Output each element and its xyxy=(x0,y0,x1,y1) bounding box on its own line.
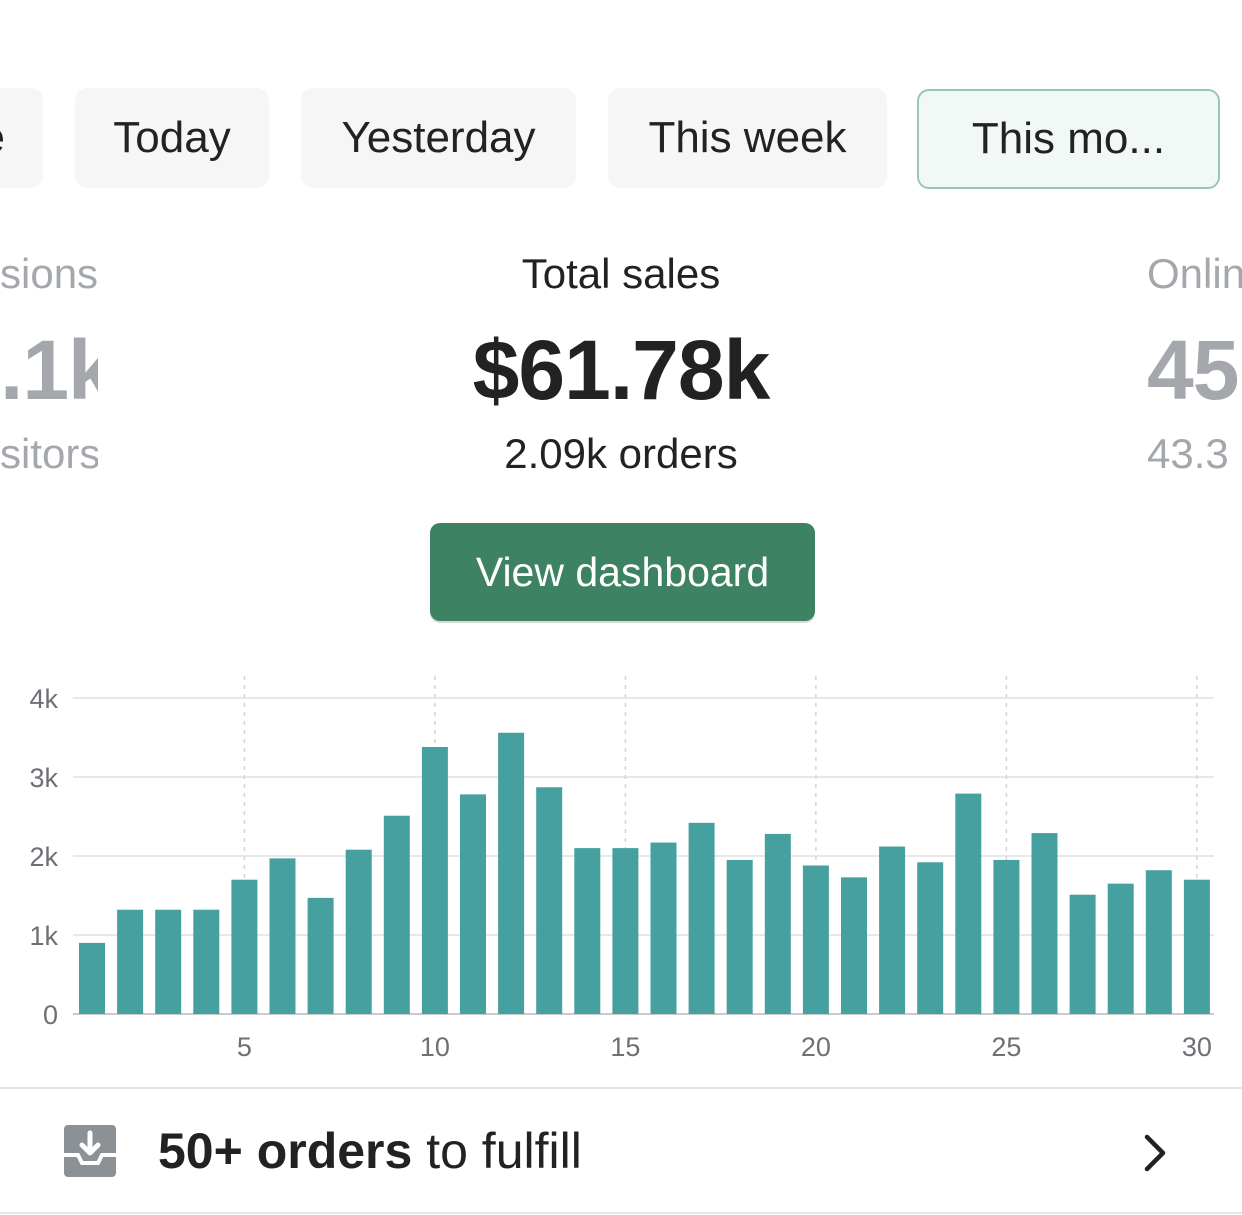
tab-label: Yesterday xyxy=(341,113,536,162)
total-sales-label: Total sales xyxy=(521,250,721,297)
x-axis-labels: 5 10 15 20 25 30 xyxy=(237,1032,1212,1062)
divider-bottom xyxy=(0,1212,1242,1214)
y-tick-label: 2k xyxy=(29,842,58,872)
bar-day-25 xyxy=(993,859,1020,1014)
bar-day-14 xyxy=(574,848,601,1014)
bar-day-5 xyxy=(231,879,258,1014)
x-tick-label: 30 xyxy=(1182,1032,1212,1062)
bar-day-23 xyxy=(917,862,944,1014)
bar-day-29 xyxy=(1145,870,1172,1014)
bar-day-17 xyxy=(688,822,715,1014)
bar-day-21 xyxy=(841,877,867,1014)
total-sales-value: $61.78k xyxy=(472,323,771,417)
bar-day-9 xyxy=(383,815,410,1014)
tab-label: This week xyxy=(648,113,847,162)
bar-day-24 xyxy=(955,793,982,1014)
y-tick-label: 0 xyxy=(43,1000,58,1030)
tab-yesterday[interactable]: Yesterday xyxy=(301,88,576,188)
orders-count: 2.09k orders xyxy=(504,430,738,477)
bar-day-27 xyxy=(1069,894,1096,1014)
bar-day-11 xyxy=(460,794,486,1014)
bar-day-7 xyxy=(307,897,334,1014)
inbox-download-icon xyxy=(64,1125,116,1177)
x-tick-label: 15 xyxy=(610,1032,640,1062)
bar-day-22 xyxy=(879,846,906,1014)
bar-day-2 xyxy=(117,909,144,1014)
bar-day-6 xyxy=(269,858,296,1014)
bar-day-13 xyxy=(536,787,563,1014)
bar-day-26 xyxy=(1031,833,1058,1014)
orders-to-fulfill-rest: to fulfill xyxy=(412,1123,582,1179)
tab-label: This mo... xyxy=(971,114,1166,163)
x-tick-label: 25 xyxy=(991,1032,1021,1062)
tab-label: e xyxy=(0,113,5,163)
view-dashboard-button[interactable]: View dashboard xyxy=(430,523,815,621)
bar-day-19 xyxy=(764,833,791,1014)
online-store-value: 45 xyxy=(1147,323,1239,417)
orders-to-fulfill-row[interactable]: 50+ orders to fulfill xyxy=(0,1089,1242,1212)
bar-day-10 xyxy=(421,746,448,1014)
bar-day-18 xyxy=(726,859,753,1014)
bar-day-4 xyxy=(193,909,220,1014)
tab-previous-partial[interactable]: e xyxy=(0,88,43,188)
online-store-sub: 43.3 xyxy=(1147,430,1229,477)
sales-bar-chart: 0 1k 2k 3k 4k 5 10 15 20 25 30 xyxy=(29,676,1214,1062)
y-tick-label: 1k xyxy=(29,921,58,951)
x-tick-label: 10 xyxy=(420,1032,450,1062)
orders-to-fulfill-text: 50+ orders to fulfill xyxy=(158,1122,582,1180)
x-tick-label: 20 xyxy=(801,1032,831,1062)
bar-day-16 xyxy=(650,842,677,1014)
tab-today[interactable]: Today xyxy=(75,88,269,188)
bar-day-8 xyxy=(345,849,372,1014)
bar-day-20 xyxy=(802,865,829,1014)
tab-label: Today xyxy=(113,113,231,162)
tab-this-week[interactable]: This week xyxy=(608,88,887,188)
tab-this-month[interactable]: This mo... xyxy=(917,89,1220,189)
divider xyxy=(0,1087,1242,1089)
bar-day-15 xyxy=(612,848,639,1014)
orders-count-bold: 50+ orders xyxy=(158,1123,413,1179)
online-store-label: Onlin xyxy=(1147,250,1242,297)
y-tick-label: 3k xyxy=(29,763,58,793)
sessions-value: .1k xyxy=(0,323,98,417)
x-tick-label: 5 xyxy=(237,1032,252,1062)
sessions-label: sions xyxy=(0,250,98,297)
y-axis-labels: 0 1k 2k 3k 4k xyxy=(29,684,58,1030)
y-tick-label: 4k xyxy=(29,684,58,714)
bar-day-28 xyxy=(1107,883,1134,1014)
bar-day-1 xyxy=(79,942,105,1014)
visitors-label: sitors xyxy=(0,430,98,477)
bar-day-30 xyxy=(1183,879,1210,1014)
chart-bars xyxy=(79,732,1210,1014)
chevron-right-icon xyxy=(1144,1134,1166,1172)
bar-day-3 xyxy=(155,909,182,1014)
bar-day-12 xyxy=(498,732,525,1014)
